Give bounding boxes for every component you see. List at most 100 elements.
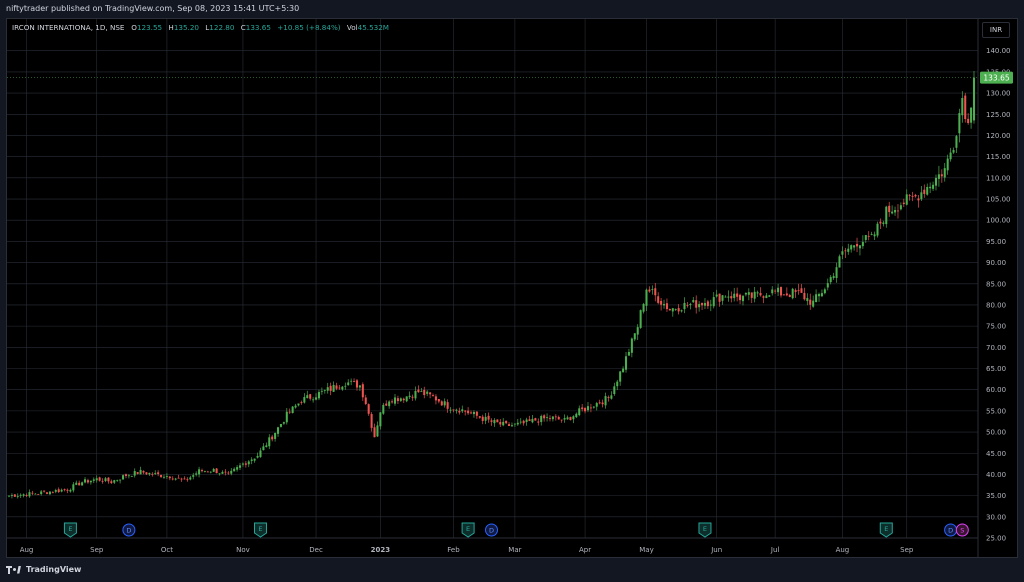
candle-body	[861, 242, 864, 247]
candle-body	[475, 411, 478, 416]
candle-body	[756, 292, 759, 294]
candle-body	[882, 222, 885, 224]
candle-body	[841, 251, 844, 255]
candle-body	[192, 475, 195, 477]
low-label: L	[205, 23, 210, 32]
candle-body	[762, 296, 765, 298]
candle-body	[180, 478, 183, 480]
candle-body	[490, 420, 493, 422]
candle-body	[496, 419, 499, 423]
candle-body	[423, 389, 426, 396]
candle-body	[373, 427, 376, 438]
y-tick-label: 95.00	[986, 238, 1006, 246]
dividend-marker-icon[interactable]: D	[122, 523, 136, 537]
candle-body	[317, 392, 320, 399]
x-tick-label: Feb	[447, 546, 460, 554]
candle-body	[101, 480, 104, 482]
earnings-marker-icon[interactable]: E	[879, 522, 893, 538]
candle-body	[136, 472, 139, 474]
candle-body	[198, 469, 201, 475]
footer-bar: TradingView	[0, 558, 1024, 582]
candle-body	[528, 419, 531, 421]
candle-body	[472, 411, 475, 415]
candle-body	[548, 418, 552, 420]
candle-body	[920, 192, 923, 200]
candle-body	[926, 186, 929, 195]
candle-body	[189, 477, 192, 480]
candle-body	[879, 221, 882, 224]
candle-body	[25, 495, 28, 496]
candle-body	[970, 107, 973, 123]
y-tick-label: 115.00	[986, 153, 1011, 161]
candle-body	[66, 489, 69, 491]
chart-panel[interactable]	[6, 18, 1018, 558]
candle-body	[139, 469, 142, 475]
close-value: 133.65	[245, 23, 271, 32]
candle-body	[75, 482, 78, 485]
candle-body	[145, 472, 148, 475]
candle-body	[610, 395, 613, 399]
candle-body	[622, 368, 625, 373]
candle-body	[326, 387, 329, 391]
candle-body	[715, 294, 718, 297]
y-tick-label: 60.00	[986, 386, 1006, 394]
earnings-marker-icon[interactable]: E	[253, 522, 267, 538]
y-tick-label: 65.00	[986, 365, 1006, 373]
currency-button[interactable]: INR	[982, 22, 1010, 38]
candle-body	[104, 478, 107, 482]
candle-body	[835, 267, 838, 279]
candle-body	[37, 494, 40, 495]
candle-body	[174, 478, 177, 480]
candle-body	[642, 304, 645, 312]
earnings-marker-icon[interactable]: E	[461, 522, 475, 538]
candle-body	[847, 248, 850, 252]
dividend-marker-icon[interactable]: D	[944, 523, 958, 537]
candle-body	[899, 205, 902, 210]
earnings-marker-icon[interactable]: E	[63, 522, 77, 538]
candle-body	[581, 407, 584, 410]
candle-body	[434, 396, 437, 401]
candle-body	[657, 296, 660, 303]
candle-body	[81, 482, 84, 486]
candle-body	[575, 413, 578, 418]
candle-body	[154, 473, 157, 475]
candle-body	[461, 409, 464, 412]
candle-body	[733, 293, 736, 299]
candle-body	[823, 289, 826, 294]
dividend-marker-icon[interactable]: D	[485, 523, 498, 537]
candle-body	[230, 470, 233, 474]
candle-body	[613, 386, 616, 395]
candle-body	[358, 385, 361, 388]
candle-body	[510, 425, 513, 427]
candle-body	[399, 398, 402, 401]
candle-body	[557, 417, 560, 420]
candle-body	[703, 303, 706, 306]
candle-body	[923, 189, 926, 194]
candle-body	[560, 419, 563, 421]
candle-body	[402, 398, 405, 401]
candle-body	[268, 437, 271, 447]
candle-body	[177, 477, 180, 479]
candle-body	[478, 416, 481, 418]
candle-body	[265, 445, 268, 448]
candle-body	[335, 385, 338, 389]
split-marker-icon[interactable]: S	[955, 523, 969, 537]
symbol-name[interactable]: IRCON INTERNATIONA, 1D, NSE	[12, 23, 125, 32]
candle-body	[534, 418, 537, 421]
high-value: 135.20	[173, 23, 199, 32]
y-tick-label: 85.00	[986, 280, 1006, 288]
x-tick-label: Aug	[20, 546, 34, 554]
candle-body	[467, 410, 470, 414]
candle-body	[57, 489, 60, 492]
candle-body	[826, 283, 829, 288]
candle-body	[964, 95, 967, 120]
candle-body	[449, 409, 452, 411]
candle-body	[607, 397, 610, 399]
candle-body	[376, 425, 379, 437]
tradingview-logo[interactable]: TradingView	[6, 564, 81, 576]
y-tick-label: 70.00	[986, 344, 1006, 352]
candle-body	[350, 380, 353, 382]
y-tick-label: 30.00	[986, 513, 1006, 521]
candle-body	[894, 210, 897, 213]
earnings-marker-icon[interactable]: E	[698, 522, 712, 538]
